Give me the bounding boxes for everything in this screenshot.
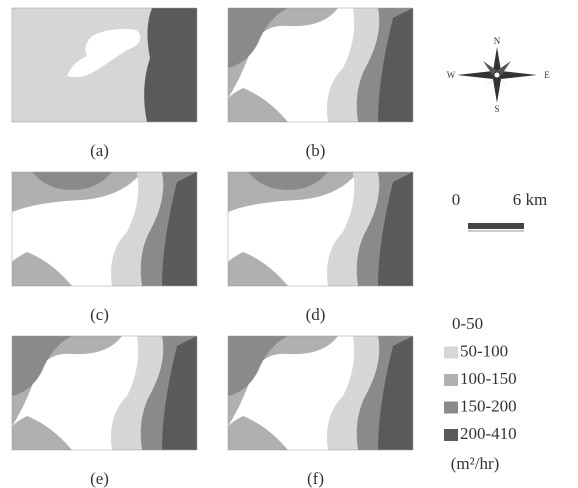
map-panels — [12, 8, 413, 450]
panel-label: (a) — [90, 141, 109, 160]
map-region — [144, 8, 197, 122]
legend-swatch — [444, 347, 458, 359]
map — [228, 172, 413, 286]
legend-label: 0-50 — [452, 314, 483, 333]
compass-south: S — [494, 104, 499, 114]
compass-north: N — [494, 36, 501, 46]
legend-label: 50-100 — [460, 341, 508, 360]
legend-label: 150-200 — [460, 396, 517, 415]
map — [12, 172, 197, 286]
figure: N S W E 0 6 km 0-50 50-100 100-150 150-200 2… — [0, 0, 578, 488]
compass-east: E — [544, 70, 550, 80]
legend-unit: (m²/hr) — [451, 454, 500, 473]
legend-label: 200-410 — [460, 424, 517, 443]
scale-start: 0 — [452, 190, 461, 209]
panel-label: (b) — [306, 141, 326, 160]
map — [12, 8, 197, 122]
map — [12, 336, 197, 450]
panel-label: (d) — [306, 305, 326, 324]
panel-label: (c) — [90, 305, 109, 324]
panel-label: (f) — [307, 469, 324, 488]
compass-west: W — [447, 70, 456, 80]
scale-bar — [468, 223, 524, 229]
compass — [457, 47, 537, 103]
legend-swatch — [444, 374, 458, 386]
legend-swatch — [444, 402, 458, 414]
map — [228, 8, 413, 122]
legend-swatch — [444, 429, 458, 441]
map — [228, 336, 413, 450]
legend: 0-50 50-100 100-150 150-200 200-410 — [444, 314, 517, 443]
panel-label: (e) — [90, 469, 109, 488]
scale-end: 6 km — [513, 190, 547, 209]
legend-label: 100-150 — [460, 369, 517, 388]
